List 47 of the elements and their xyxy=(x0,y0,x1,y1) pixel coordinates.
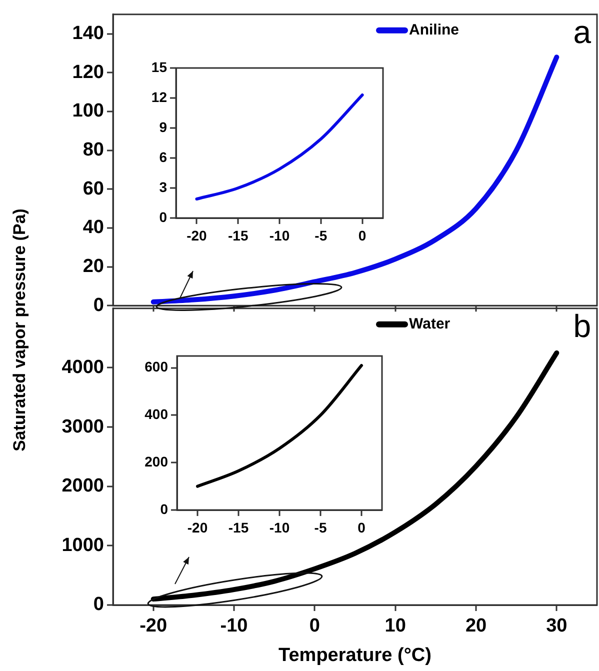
x-tick-label: -20 xyxy=(186,227,208,244)
y-tick-label: 40 xyxy=(82,217,104,238)
y-tick-label: 100 xyxy=(72,100,104,122)
line-series xyxy=(195,94,364,200)
y-tick-label: 120 xyxy=(72,62,104,83)
x-tick-label: 10 xyxy=(384,616,406,637)
y-tick-label: 6 xyxy=(159,148,168,165)
y-tick-label: 3000 xyxy=(62,416,104,438)
y-tick-label: 0 xyxy=(93,294,104,316)
y-tick-label: 200 xyxy=(144,453,168,470)
y-tick-label: 60 xyxy=(82,178,104,200)
legend-label: Aniline xyxy=(409,22,460,39)
x-tick-label: -20 xyxy=(140,616,168,637)
y-tick-label: 0 xyxy=(159,208,168,225)
x-axis-title: Temperature (°C) xyxy=(278,644,432,666)
x-tick-label: 30 xyxy=(546,616,568,637)
y-tick-label: 4000 xyxy=(62,356,104,378)
y-tick-label: 80 xyxy=(82,140,104,161)
x-tick-label: -15 xyxy=(228,519,249,536)
y-tick-label: 9 xyxy=(159,118,168,135)
y-tick-label: 3 xyxy=(159,178,168,195)
y-tick-label: 0 xyxy=(160,500,168,517)
y-tick-label: 140 xyxy=(72,23,104,44)
x-tick-label: -10 xyxy=(220,616,248,637)
x-tick-label: -10 xyxy=(269,227,290,244)
x-tick-label: -20 xyxy=(187,519,208,536)
x-tick-label: -15 xyxy=(228,227,248,244)
y-axis-title: Saturated vapor pressure (Pa) xyxy=(10,208,30,452)
y-tick-label: 600 xyxy=(144,358,168,375)
x-tick-label: -5 xyxy=(314,519,327,536)
y-tick-label: 400 xyxy=(144,406,168,422)
y-tick-label: 12 xyxy=(151,88,168,105)
y-tick-label: 2000 xyxy=(62,476,104,497)
x-tick-label: -10 xyxy=(269,519,290,536)
y-tick-label: 0 xyxy=(93,594,104,616)
x-tick-label: 0 xyxy=(309,616,320,637)
annotation: a xyxy=(573,14,592,50)
annotation: b xyxy=(573,308,591,344)
x-tick-label: -5 xyxy=(314,227,328,244)
legend-label: Water xyxy=(409,316,450,333)
line-series xyxy=(196,364,363,488)
y-tick-label: 1000 xyxy=(62,534,104,556)
y-tick-label: 15 xyxy=(151,58,168,75)
y-tick-label: 20 xyxy=(82,256,104,278)
x-tick-label: 0 xyxy=(358,227,366,244)
x-tick-label: 20 xyxy=(465,616,487,637)
x-tick-label: 0 xyxy=(358,519,366,536)
